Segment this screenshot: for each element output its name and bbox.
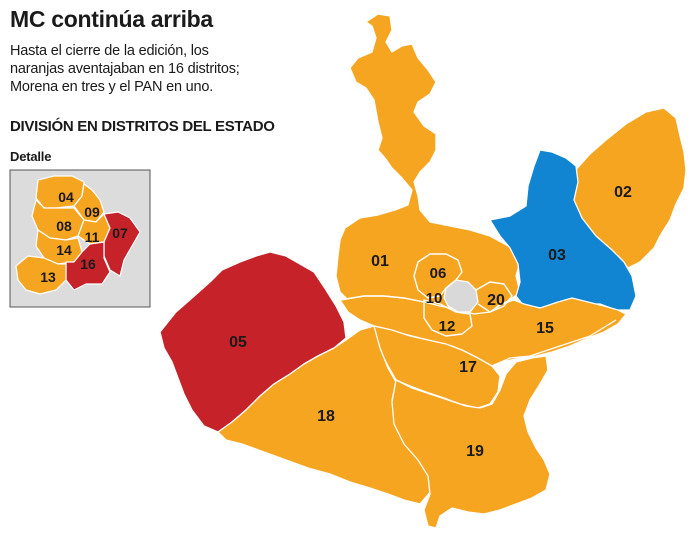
district-19-region[interactable] <box>391 355 551 529</box>
inset-label-04: 04 <box>58 189 74 205</box>
inset-title: Detalle <box>10 149 52 164</box>
district-label-12: 12 <box>439 318 456 335</box>
district-label-10: 10 <box>426 290 443 307</box>
district-03-region[interactable] <box>489 149 637 311</box>
district-label-06: 06 <box>430 265 447 282</box>
inset-label-09: 09 <box>84 204 100 220</box>
district-label-18: 18 <box>317 408 335 425</box>
subtitle-line: Hasta el cierre de la edición, los <box>10 43 209 59</box>
inset-label-14: 14 <box>56 242 72 258</box>
inset-map: 04 07 08 09 11 13 14 16 <box>9 169 151 308</box>
inset-label-13: 13 <box>40 269 56 285</box>
inset-label-07: 07 <box>112 225 128 241</box>
district-label-15: 15 <box>536 320 554 337</box>
district-01-region[interactable] <box>335 13 521 317</box>
subtitle-line: Morena en tres y el PAN en uno. <box>10 79 214 95</box>
district-label-20: 20 <box>487 292 505 309</box>
subtitle-line: naranjas aventajaban en 16 distritos; <box>10 61 240 77</box>
district-label-17: 17 <box>459 359 477 376</box>
inset-label-11: 11 <box>85 229 100 245</box>
inset-district-07-region[interactable] <box>103 211 141 277</box>
district-label-19: 19 <box>466 443 484 460</box>
district-label-03: 03 <box>548 247 566 264</box>
inset-district-13-region[interactable] <box>15 255 67 295</box>
inset-district-16-region[interactable] <box>65 241 111 291</box>
section-title: DIVISIÓN EN DISTRITOS DEL ESTADO <box>10 118 275 135</box>
district-label-01: 01 <box>371 253 389 270</box>
inset-label-16: 16 <box>80 256 96 272</box>
district-label-05: 05 <box>229 334 247 351</box>
district-label-02: 02 <box>614 184 632 201</box>
subtitle: Hasta el cierre de la edición, los naran… <box>10 42 310 96</box>
inset-label-08: 08 <box>56 218 72 234</box>
page-title: MC continúa arriba <box>10 6 213 32</box>
metro-core-region <box>443 279 479 313</box>
